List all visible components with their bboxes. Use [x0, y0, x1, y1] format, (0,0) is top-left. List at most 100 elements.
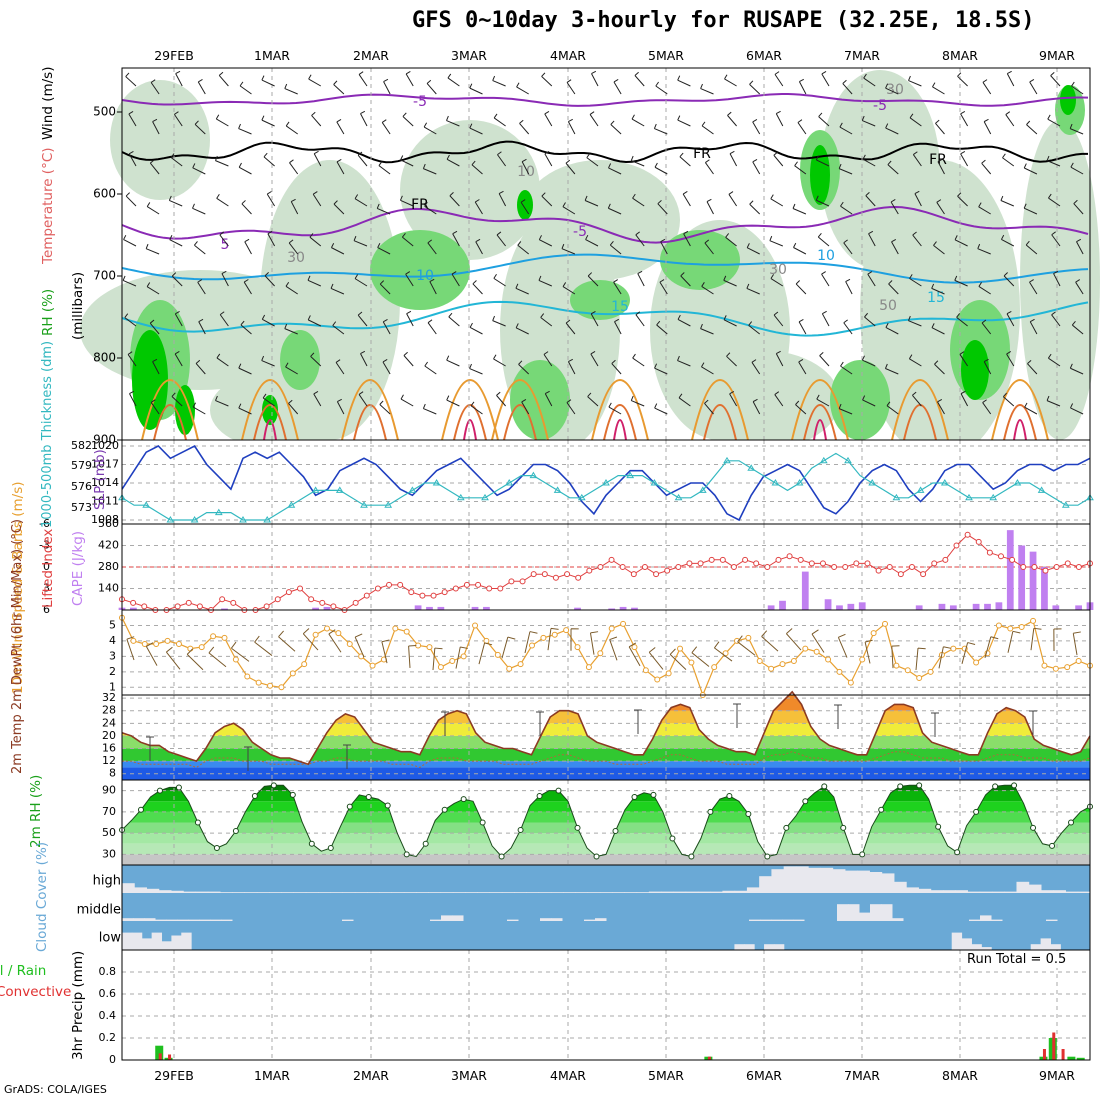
upper-wind-barb	[336, 158, 345, 175]
cloud-cover-bar	[783, 866, 797, 893]
surface-wind-barb	[501, 636, 516, 659]
li-tick-label: -6	[39, 517, 50, 530]
lifted-index-marker	[986, 549, 993, 556]
upper-wind-barb	[515, 323, 529, 335]
cape-bar	[767, 605, 775, 610]
thickness-marker	[916, 486, 925, 493]
upper-wind-barb	[797, 119, 807, 135]
cloud-cover-bar	[514, 892, 527, 893]
rh-marker	[346, 803, 353, 810]
upper-wind-barb	[470, 401, 483, 415]
upper-wind-barb	[608, 402, 622, 415]
cloud-cover-bar	[428, 892, 442, 893]
rh-marker	[213, 845, 220, 851]
upper-wind-barb	[1000, 195, 1014, 207]
cloud-cover-bar	[210, 919, 222, 921]
cape-bar	[1029, 551, 1037, 610]
upper-wind-barb	[261, 75, 275, 87]
upper-wind-barb	[469, 363, 483, 375]
upper-wind-barb	[680, 272, 691, 287]
contour-label: 10	[517, 164, 535, 180]
upper-wind-barb	[630, 395, 645, 407]
thickness-tick-label: 582	[71, 439, 92, 452]
upper-wind-barb	[145, 243, 160, 255]
rh-marker	[954, 849, 961, 856]
wind-speed-marker	[1018, 624, 1025, 630]
upper-wind-barb	[284, 83, 298, 95]
upper-wind-barb	[885, 123, 899, 135]
temp-contour-25	[453, 404, 487, 441]
surface-wind-barb	[961, 642, 976, 664]
cloud-cover-bar	[134, 887, 148, 893]
cloud-cover-bar	[563, 892, 576, 893]
temp-contour-25	[1003, 404, 1037, 441]
thickness-marker	[771, 479, 780, 486]
wind-speed-marker	[426, 644, 433, 651]
upper-wind-barb	[978, 202, 991, 215]
upper-wind-barb	[312, 191, 322, 207]
cloud-cover-bar	[540, 918, 552, 921]
wind-speed-marker	[403, 628, 410, 635]
upper-wind-barb	[1006, 310, 1015, 327]
lifted-index-marker	[185, 599, 192, 606]
cloud-cover-bar	[1050, 944, 1061, 950]
temp-minmax-marker	[441, 711, 449, 736]
surface-wind-barb	[1053, 628, 1062, 651]
lifted-index-marker	[1075, 564, 1082, 570]
rh-marker	[1030, 824, 1037, 831]
lifted-index-marker	[630, 571, 637, 578]
rh-marker	[270, 782, 277, 789]
upper-temp-label: Temperature (°C)	[40, 147, 56, 264]
upper-wind-barb	[817, 232, 830, 247]
upper-wind-barb	[700, 323, 714, 335]
upper-wind-barb	[909, 274, 922, 287]
surface-wind-barb	[278, 630, 296, 652]
precip-run-total: Run Total = 0.5	[962, 951, 1072, 968]
wind-speed-marker	[335, 630, 342, 637]
upper-wind-barb	[285, 281, 298, 295]
cloud-cover-bar	[942, 890, 956, 893]
upper-wind-barb	[376, 203, 391, 215]
upper-wind-barb	[888, 280, 899, 295]
wind-speed-marker	[1064, 664, 1071, 671]
upper-wind-barb	[123, 234, 137, 247]
upper-wind-label: Wind (m/s)	[40, 66, 56, 141]
lifted-index-marker	[575, 574, 582, 581]
surface-wind-barb	[408, 644, 417, 668]
upper-wind-barb	[493, 354, 506, 367]
upper-wind-barb	[173, 111, 183, 127]
upper-wind-barb	[677, 314, 691, 327]
precip-convective-bar	[707, 1056, 711, 1060]
surface-wind-barb	[811, 629, 825, 653]
upper-wind-barb	[192, 203, 206, 215]
temp-minmax-marker	[834, 704, 842, 729]
upper-wind-barb	[795, 280, 807, 295]
slp-tick-label: 1020	[91, 439, 119, 452]
contour-label: -5	[873, 98, 887, 114]
upper-wind-barb	[1026, 120, 1038, 135]
cape-bar	[323, 606, 331, 610]
cloud-cover-bar	[416, 892, 429, 893]
lifted-index-marker	[1064, 560, 1071, 567]
contour-label: 10	[416, 268, 434, 284]
upper-wind-barb	[330, 243, 345, 255]
upper-wind-barb	[218, 71, 229, 87]
upper-wind-barb	[862, 154, 876, 167]
cloud-cover-bar	[171, 890, 184, 893]
surface-wind-barb	[891, 645, 900, 669]
wind-speed-marker	[164, 637, 171, 644]
date-label-bottom: 5MAR	[648, 1068, 684, 1083]
upper-wind-barb	[607, 203, 622, 215]
upper-wind-barb	[566, 79, 576, 95]
cloud-cover-bar	[773, 944, 785, 950]
upper-wind-barb	[216, 353, 229, 367]
upper-wind-barb	[309, 233, 322, 247]
upper-wind-barb	[1051, 231, 1061, 247]
cloud-cover-bar	[661, 891, 674, 893]
rh-marker	[308, 840, 315, 847]
upper-wind-barb	[981, 159, 992, 175]
temp-contour-25	[603, 404, 637, 441]
upper-wind-barb	[261, 314, 275, 327]
cloud-cover-bar	[199, 919, 211, 921]
lifted-index-marker	[452, 585, 459, 592]
